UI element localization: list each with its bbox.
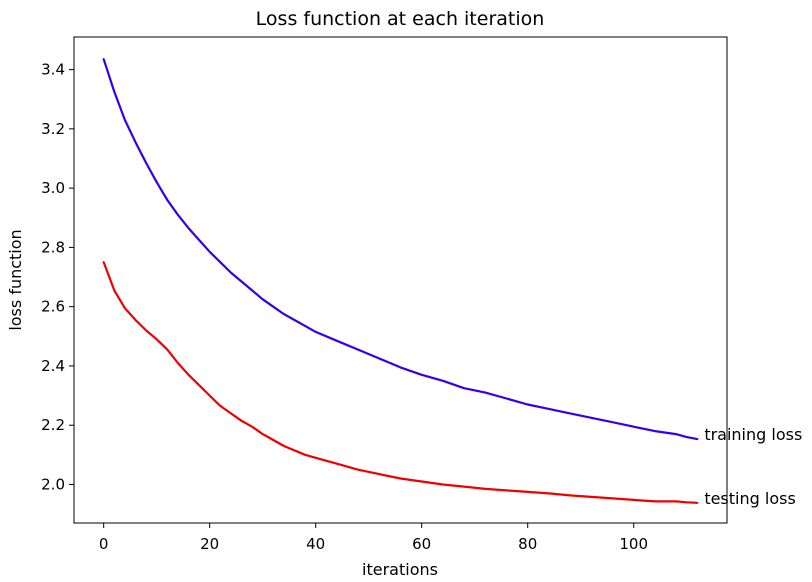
y-axis-ticks: 2.0 2.2 2.4 2.6 2.8 3.0 3.2 3.4 [41, 61, 74, 493]
x-tick-label: 20 [200, 535, 219, 553]
x-tick-label: 0 [99, 535, 109, 553]
series-line-testing-loss [102, 261, 699, 504]
x-axis-ticks: 0 20 40 60 80 100 [99, 523, 648, 553]
y-tick-label: 3.2 [41, 120, 65, 138]
series-lines [102, 58, 699, 504]
y-tick-label: 2.8 [41, 238, 65, 256]
series-annotations: training loss testing loss [704, 425, 802, 508]
y-tick-label: 2.2 [41, 416, 65, 434]
x-tick-label: 60 [412, 535, 431, 553]
y-axis-title: loss function [6, 229, 25, 330]
plot-area [73, 36, 728, 524]
x-axis-title: iterations [362, 560, 438, 579]
x-tick-label: 40 [306, 535, 325, 553]
y-tick-label: 2.6 [41, 298, 65, 316]
annotation-training-loss: training loss [704, 425, 802, 444]
annotation-testing-loss: testing loss [704, 489, 795, 508]
y-tick-label: 2.0 [41, 475, 65, 493]
y-tick-label: 2.4 [41, 357, 65, 375]
chart-title: Loss function at each iteration [256, 8, 545, 30]
y-tick-label: 3.0 [41, 179, 65, 197]
series-line-training-loss [102, 58, 699, 441]
x-tick-label: 100 [619, 535, 648, 553]
plot-frame [73, 36, 728, 524]
x-tick-label: 80 [518, 535, 537, 553]
y-tick-label: 3.4 [41, 61, 65, 79]
